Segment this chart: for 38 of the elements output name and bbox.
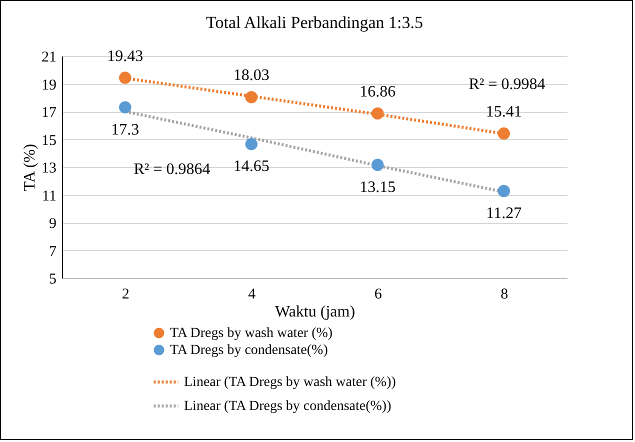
data-label: 14.65 — [233, 158, 270, 176]
y-tick-label: 5 — [49, 272, 56, 288]
data-label: 11.27 — [486, 205, 522, 222]
legend-label: TA Dregs by wash water (%) — [170, 326, 333, 341]
legend-label: TA Dregs by condensate(%) — [170, 343, 328, 358]
y-tick-label: 17 — [42, 105, 57, 121]
y-tick-label: 13 — [42, 160, 56, 176]
legend-label: Linear (TA Dregs by condensate(%)) — [184, 399, 392, 414]
x-tick-label: 4 — [248, 286, 256, 302]
point — [119, 101, 132, 114]
x-tick-label: 2 — [122, 286, 130, 302]
data-label: 15.41 — [486, 104, 522, 121]
y-axis-title: TA (%) — [22, 144, 38, 192]
data-label: 13.15 — [360, 178, 396, 196]
chart-title: Total Alkali Perbandingan 1:3.5 — [206, 12, 423, 32]
y-tick-label: 19 — [42, 77, 56, 94]
x-axis-title: Waktu (jam) — [274, 304, 356, 320]
point — [498, 184, 510, 198]
point — [119, 72, 132, 84]
data-label: 19.43 — [107, 48, 144, 65]
data-label: 18.03 — [233, 67, 270, 84]
y-tick-label: 7 — [49, 244, 57, 260]
point — [245, 91, 258, 104]
point — [372, 107, 384, 120]
annotation: R² = 0.9864 — [134, 161, 210, 178]
y-tick-label: 11 — [42, 188, 56, 204]
y-tick-label: 9 — [49, 216, 56, 232]
data-label: 16.86 — [360, 83, 396, 100]
x-tick-label: 6 — [374, 286, 382, 302]
data-label: 17.3 — [111, 121, 140, 138]
point — [372, 158, 384, 172]
point — [498, 127, 510, 140]
y-tick-label: 15 — [42, 132, 56, 149]
y-tick-label: 21 — [42, 50, 56, 66]
annotation: R² = 0.9984 — [468, 76, 546, 93]
x-tick-label: 8 — [500, 286, 508, 302]
legend-label: Linear (TA Dregs by wash water (%)) — [184, 375, 396, 390]
point — [245, 138, 258, 150]
